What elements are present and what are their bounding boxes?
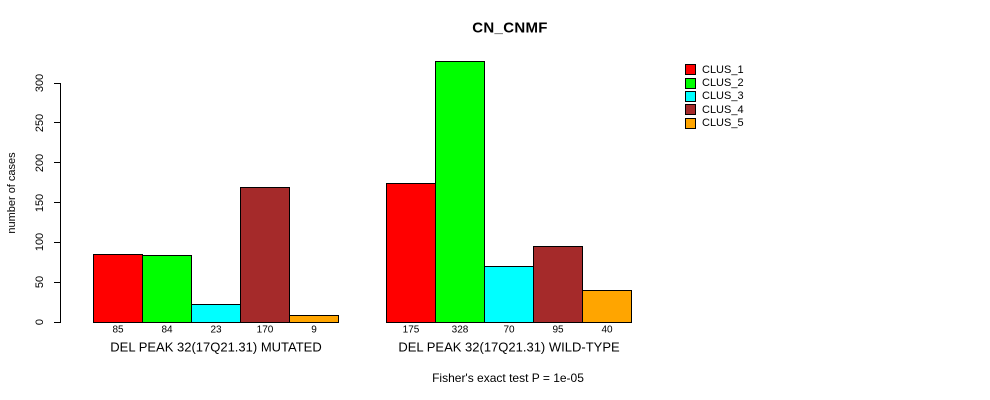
- bar-clus_2-group1: [142, 255, 192, 323]
- legend-swatch-icon: [685, 77, 696, 89]
- bar-clus_1-group2: [386, 183, 436, 323]
- y-axis-line: [60, 83, 61, 323]
- y-tick-mark: [54, 241, 60, 243]
- legend-label: CLUS_5: [702, 117, 744, 130]
- y-axis-label: number of cases: [6, 152, 18, 234]
- legend-label: CLUS_2: [702, 77, 744, 90]
- bar-clus_4-group1: [240, 187, 290, 323]
- y-tick-label: 150: [34, 193, 46, 212]
- bar-clus_2-group2: [435, 61, 485, 323]
- legend-item-clus_2: CLUS_2: [685, 77, 744, 90]
- legend-label: CLUS_1: [702, 63, 744, 76]
- y-tick-label: 250: [34, 113, 46, 133]
- fisher-test-footnote: Fisher's exact test P = 1e-05: [432, 371, 584, 385]
- y-tick-label: 100: [34, 233, 46, 252]
- bar-value-label: 328: [451, 324, 469, 336]
- bar-clus_3-group1: [191, 304, 241, 323]
- bar-clus_4-group2: [533, 246, 583, 323]
- bar-value-label: 84: [161, 324, 173, 336]
- bar-value-label: 40: [601, 324, 613, 336]
- group-label-1: DEL PEAK 32(17Q21.31) MUTATED: [110, 339, 322, 355]
- group-label-2: DEL PEAK 32(17Q21.31) WILD-TYPE: [398, 339, 620, 355]
- legend-swatch-icon: [685, 64, 696, 76]
- bar-clus_3-group2: [484, 266, 534, 323]
- y-tick-mark: [54, 202, 60, 203]
- y-tick-mark: [54, 321, 60, 323]
- bar-clus_5-group1: [289, 315, 339, 323]
- y-tick-mark: [54, 122, 60, 124]
- bar-value-label: 9: [311, 324, 317, 336]
- bar-value-label: 70: [503, 324, 515, 336]
- y-tick-label: 200: [34, 153, 46, 172]
- bar-value-label: 175: [402, 324, 420, 336]
- y-tick-label: 300: [34, 73, 46, 93]
- legend-swatch-icon: [685, 104, 696, 116]
- legend-item-clus_3: CLUS_3: [685, 90, 744, 103]
- legend-label: CLUS_3: [702, 90, 744, 103]
- bar-value-label: 170: [256, 324, 274, 336]
- y-tick-mark: [54, 281, 60, 283]
- y-tick-label: 0: [34, 318, 46, 326]
- legend: CLUS_1 CLUS_2 CLUS_3 CLUS_4 CLUS_5: [685, 64, 744, 129]
- y-tick-mark: [54, 162, 60, 164]
- bar-value-label: 95: [552, 324, 564, 336]
- legend-item-clus_1: CLUS_1: [685, 63, 744, 76]
- chart-title: CN_CNMF: [472, 19, 548, 37]
- legend-item-clus_5: CLUS_5: [685, 117, 744, 130]
- legend-item-clus_4: CLUS_4: [685, 103, 744, 116]
- y-tick-label: 50: [34, 276, 46, 289]
- legend-label: CLUS_4: [702, 103, 744, 116]
- bar-clus_5-group2: [582, 290, 632, 323]
- y-tick-mark: [54, 82, 60, 84]
- bar-value-label: 85: [112, 324, 124, 336]
- legend-swatch-icon: [685, 90, 696, 102]
- legend-swatch-icon: [685, 117, 696, 129]
- bar-clus_1-group1: [93, 254, 143, 323]
- bar-value-label: 23: [210, 324, 222, 336]
